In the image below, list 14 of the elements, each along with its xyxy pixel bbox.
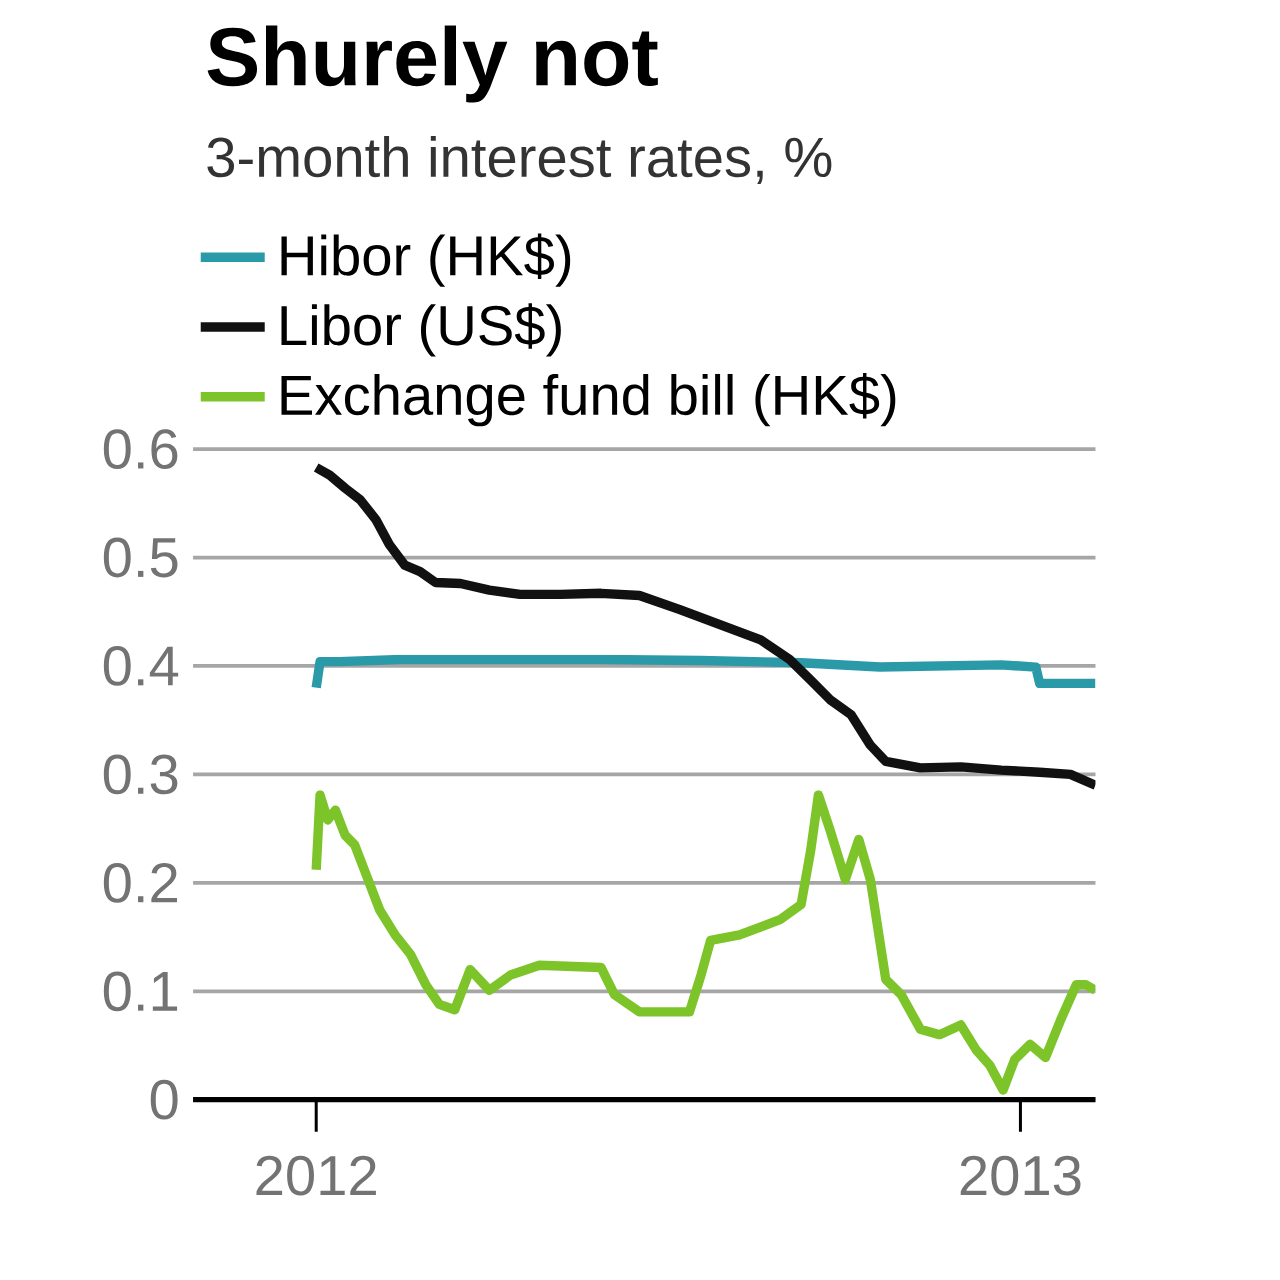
x-tick-label: 2012	[256, 1155, 376, 1196]
y-tick-label: 0.5	[103, 537, 178, 578]
y-tick-label: 0	[150, 1079, 178, 1120]
y-tick-label: 0.6	[103, 429, 178, 469]
chart-subtitle: 3-month interest rates, %	[207, 136, 832, 184]
y-tick-label: 0.3	[103, 754, 178, 795]
y-tick-label: 0.1	[103, 971, 178, 1012]
x-tick-label: 2013	[960, 1155, 1081, 1196]
y-tick-label: 0.2	[103, 862, 177, 903]
legend-label: Libor (US$)	[281, 303, 561, 357]
chart-title: Shurely not	[207, 25, 658, 103]
legend-label: Hibor (HK$)	[281, 233, 571, 287]
y-tick-label: 0.4	[103, 646, 179, 686]
legend-label: Exchange fund bill (HK$)	[281, 373, 896, 427]
